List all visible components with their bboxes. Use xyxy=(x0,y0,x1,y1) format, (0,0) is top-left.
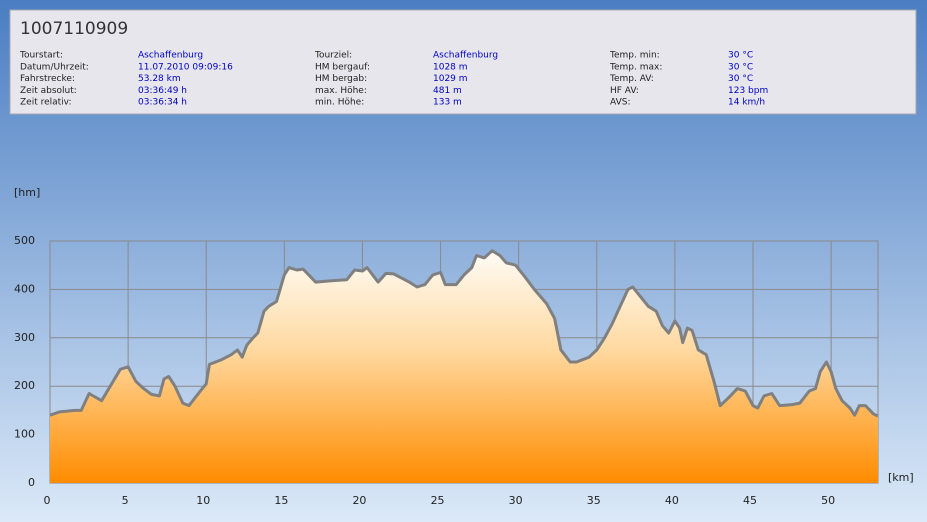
info-label: Temp. AV: xyxy=(609,74,654,84)
info-label: Zeit relativ: xyxy=(20,98,72,108)
x-tick-label: 40 xyxy=(665,494,679,507)
x-tick-label: 35 xyxy=(587,494,601,507)
y-tick-label: 200 xyxy=(14,379,35,392)
x-tick-label: 45 xyxy=(743,494,757,507)
info-value: 14 km/h xyxy=(728,98,765,108)
info-value: 53.28 km xyxy=(138,74,181,84)
info-value: 30 °C xyxy=(728,74,753,84)
elevation-area xyxy=(50,250,878,483)
x-tick-label: 5 xyxy=(122,494,129,507)
info-value: 123 bpm xyxy=(728,86,768,96)
x-tick-label: 50 xyxy=(821,494,835,507)
y-tick-label: 100 xyxy=(14,428,35,441)
info-value: 1029 m xyxy=(433,74,468,84)
info-value: Aschaffenburg xyxy=(433,51,498,61)
info-label: Temp. min: xyxy=(609,51,660,61)
info-label: HF AV: xyxy=(610,86,639,96)
tour-title: 1007110909 xyxy=(20,19,128,39)
info-value: 1028 m xyxy=(433,62,468,72)
x-tick-label: 20 xyxy=(352,494,366,507)
info-panel xyxy=(9,9,917,115)
info-label: Zeit absolut: xyxy=(20,86,77,96)
info-label: HM bergab: xyxy=(315,74,367,84)
x-tick-label: 10 xyxy=(196,494,210,507)
info-label: min. Höhe: xyxy=(315,98,364,108)
info-value: 30 °C xyxy=(728,62,753,72)
info-value: 481 m xyxy=(433,86,462,96)
x-tick-label: 15 xyxy=(274,494,288,507)
x-tick-label: 0 xyxy=(44,494,51,507)
x-tick-label: 30 xyxy=(509,494,523,507)
info-label: HM bergauf: xyxy=(315,62,370,72)
info-value: Aschaffenburg xyxy=(138,51,203,61)
y-axis-label: [hm] xyxy=(14,186,40,199)
info-value: 11.07.2010 09:09:16 xyxy=(138,62,233,72)
info-label: Tourziel: xyxy=(314,51,352,61)
info-value: 133 m xyxy=(433,98,462,108)
info-value: 03:36:49 h xyxy=(138,86,187,96)
x-tick-label: 25 xyxy=(431,494,445,507)
info-value: 30 °C xyxy=(728,51,753,61)
info-label: max. Höhe: xyxy=(315,86,367,96)
info-label: Temp. max: xyxy=(609,62,662,72)
y-tick-label: 0 xyxy=(28,476,35,489)
elevation-line xyxy=(49,249,879,418)
y-tick-label: 300 xyxy=(14,331,35,344)
info-label: Fahrstrecke: xyxy=(20,74,75,84)
y-tick-label: 500 xyxy=(14,234,35,247)
info-label: Datum/Uhrzeit: xyxy=(20,62,89,72)
info-value: 03:36:34 h xyxy=(138,98,187,108)
info-label: Tourstart: xyxy=(19,51,63,61)
y-tick-label: 400 xyxy=(14,282,35,295)
info-label: AVS: xyxy=(610,98,630,108)
x-axis-label: [km] xyxy=(888,471,914,484)
